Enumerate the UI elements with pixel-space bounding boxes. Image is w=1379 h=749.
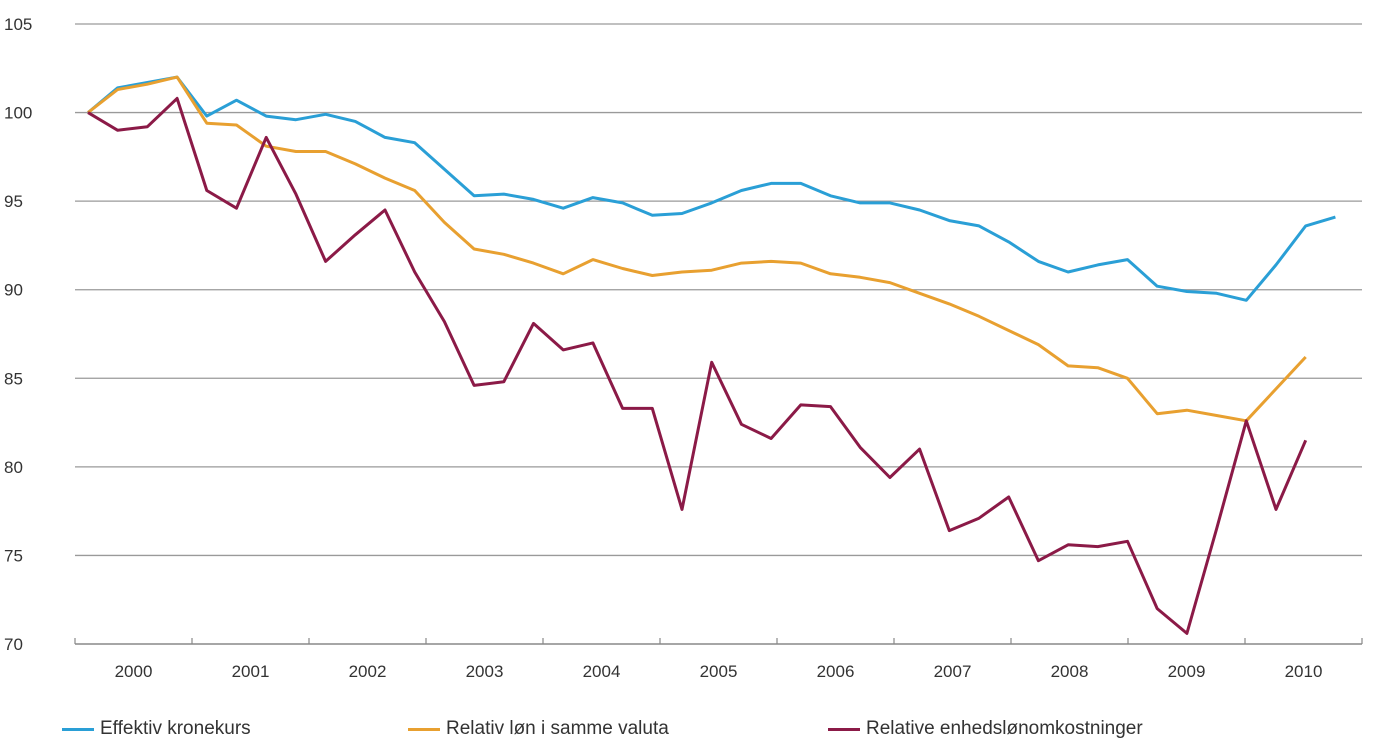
series-line-3 (87, 96, 1308, 635)
y-tick-label: 105 (4, 15, 32, 34)
y-tick-label: 100 (4, 104, 32, 123)
x-tick-label: 2005 (700, 662, 738, 681)
legend-swatch (62, 727, 94, 731)
y-tick-label: 70 (4, 635, 23, 654)
y-tick-label: 85 (4, 369, 23, 388)
legend-swatch (408, 727, 440, 731)
legend-item-relative-enhedsloenomkostninger: Relative enhedslønomkostninger (828, 718, 1143, 740)
series-line-2 (87, 75, 1307, 423)
y-tick-label: 75 (4, 546, 23, 565)
x-tick-label: 2010 (1285, 662, 1323, 681)
series-lines (87, 75, 1336, 635)
legend-label: Relative enhedslønomkostninger (866, 718, 1143, 739)
x-tick-label: 2003 (466, 662, 504, 681)
legend-label: Relativ løn i samme valuta (446, 718, 669, 739)
legend-item-effektiv-kronekurs: Effektiv kronekurs (62, 718, 251, 740)
legend-swatch (828, 727, 860, 731)
y-axis: 70 75 80 85 90 95 100 105 (4, 15, 32, 654)
x-tick-label: 2004 (583, 662, 621, 681)
x-tick-label: 2007 (934, 662, 972, 681)
x-tick-label: 2001 (232, 662, 270, 681)
x-tick-label: 2008 (1051, 662, 1089, 681)
legend-label: Effektiv kronekurs (100, 718, 251, 739)
legend: Effektiv kronekurs Relativ løn i samme v… (0, 718, 1379, 749)
x-tick-label: 2009 (1168, 662, 1206, 681)
legend-item-relativ-loen: Relativ løn i samme valuta (408, 718, 669, 740)
y-tick-label: 95 (4, 192, 23, 211)
y-tick-label: 80 (4, 458, 23, 477)
x-tick-label: 2000 (115, 662, 153, 681)
y-tick-label: 90 (4, 281, 23, 300)
x-tick-label: 2002 (349, 662, 387, 681)
x-tick-label: 2006 (817, 662, 855, 681)
x-axis: 2000 2001 2002 2003 2004 2005 2006 2007 2008 2009… (74, 638, 1363, 681)
series-line-1 (87, 75, 1336, 302)
